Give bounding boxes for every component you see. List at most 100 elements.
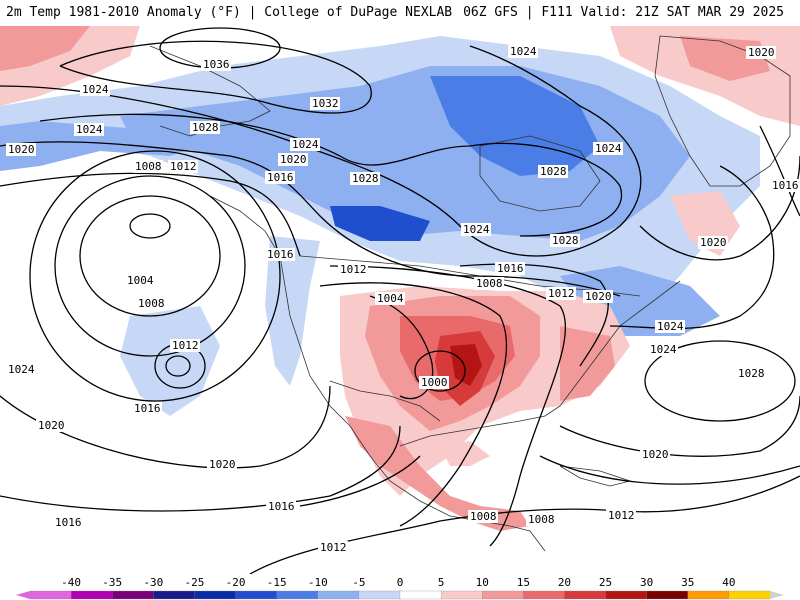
isobar-low-1004 bbox=[79, 195, 221, 317]
legend-tick-label: -10 bbox=[308, 576, 328, 589]
isobar-low-1000 bbox=[129, 213, 171, 239]
isobar-1020-atlantic bbox=[539, 455, 800, 485]
isobar-label: 1004 bbox=[127, 274, 154, 287]
isobar-label: 1016 bbox=[134, 402, 161, 415]
hudson-bay-outline bbox=[479, 135, 601, 212]
isobar-label: 1028 bbox=[192, 121, 219, 134]
isobar-label: 1028 bbox=[552, 234, 579, 247]
cold-anomaly-pacific bbox=[0, 121, 200, 171]
isobars bbox=[0, 27, 800, 574]
isobar-1028-atlantic-high bbox=[644, 340, 796, 422]
isobar-label: 1032 bbox=[312, 97, 339, 110]
isobar-label: 1020 bbox=[642, 448, 669, 461]
legend-tick-label: 5 bbox=[438, 576, 445, 589]
isobar-1024-atlantic-south bbox=[559, 395, 800, 457]
legend-tick-label: 10 bbox=[476, 576, 489, 589]
isobar-1024-north bbox=[0, 45, 642, 257]
isobar-1028 bbox=[39, 113, 623, 237]
anomaly-map: 1036 1032 1028 1028 1028 1028 1024 1024 … bbox=[0, 26, 800, 574]
isobar-label: 1012 bbox=[320, 541, 347, 554]
isobar-1016-east bbox=[759, 125, 800, 217]
legend-color-swatch bbox=[564, 590, 607, 600]
isobar-label: 1024 bbox=[8, 363, 35, 376]
legend-color-swatch bbox=[29, 590, 72, 600]
legend-tick-label: 15 bbox=[517, 576, 530, 589]
legend-tick-label: 0 bbox=[397, 576, 404, 589]
isobar-low-1012 bbox=[29, 150, 281, 402]
color-scale-legend: -40 -35 -30 -25 -20 -15 -10 -5 0 5 10 15 20 25 30 35 40 bbox=[0, 574, 800, 600]
isobar-label: 1008 bbox=[138, 297, 165, 310]
legend-tick-label: 20 bbox=[558, 576, 571, 589]
legend-color-swatch bbox=[235, 590, 278, 600]
isobar-label: 1016 bbox=[497, 262, 524, 275]
coastline-gulf bbox=[399, 405, 561, 447]
legend-color-swatch bbox=[358, 590, 401, 600]
isobar-label: 1024 bbox=[510, 45, 537, 58]
legend-color-swatch bbox=[523, 590, 566, 600]
isobar-label: 1008 bbox=[476, 277, 503, 290]
warm-anomaly-caribbean bbox=[440, 441, 490, 466]
cold-anomaly-west-coast bbox=[265, 236, 320, 386]
legend-color-swatch bbox=[317, 590, 360, 600]
cold-anomaly-hudson bbox=[330, 206, 430, 241]
isobar-label: 1020 bbox=[8, 143, 35, 156]
isobar-label: 1024 bbox=[82, 83, 109, 96]
coastline-east bbox=[559, 280, 681, 407]
isobar-label: 1012 bbox=[340, 263, 367, 276]
legend-tick-label: -30 bbox=[143, 576, 163, 589]
isobar-label: 1016 bbox=[267, 171, 294, 184]
isobar-label: 1020 bbox=[700, 236, 727, 249]
legend-tick-label: -20 bbox=[226, 576, 246, 589]
isobar-label: 1012 bbox=[172, 339, 199, 352]
isobar-1000-plains-low bbox=[414, 350, 466, 392]
legend-arrow-left bbox=[16, 591, 30, 599]
isobar-1032 bbox=[59, 40, 372, 114]
isobar-label: 1024 bbox=[463, 223, 490, 236]
legend-tick-label: 25 bbox=[599, 576, 612, 589]
legend-tick-label: 40 bbox=[722, 576, 735, 589]
legend-color-swatch bbox=[276, 590, 319, 600]
isobar-label: 1000 bbox=[421, 376, 448, 389]
map-title: 2m Temp 1981-2010 Anomaly (°F) | College… bbox=[6, 5, 453, 20]
warm-anomaly-northwest-core bbox=[0, 26, 90, 71]
legend-tick-label: -35 bbox=[102, 576, 122, 589]
legend-color-swatch bbox=[728, 590, 771, 600]
isobar-label: 1012 bbox=[608, 509, 635, 522]
isobar-label: 1024 bbox=[595, 142, 622, 155]
legend-color-swatch bbox=[605, 590, 648, 600]
legend-color-swatch bbox=[112, 590, 154, 600]
isobar-label: 1024 bbox=[76, 123, 103, 136]
isobar-label: 1020 bbox=[280, 153, 307, 166]
isobar-label: 1016 bbox=[267, 248, 294, 261]
isobar-label: 1024 bbox=[657, 320, 684, 333]
isobar-label: 1012 bbox=[170, 160, 197, 173]
legend-tick-label: 35 bbox=[681, 576, 694, 589]
isobar-label: 1012 bbox=[548, 287, 575, 300]
legend-tick-label: 30 bbox=[640, 576, 653, 589]
legend-tick-label: -40 bbox=[61, 576, 81, 589]
isobar-1008-plains bbox=[319, 282, 508, 527]
us-mexico-border bbox=[329, 380, 441, 422]
legend-color-swatch bbox=[70, 590, 113, 600]
isobar-label: 1028 bbox=[540, 165, 567, 178]
isobar-label: 1028 bbox=[738, 367, 765, 380]
legend-color-swatch bbox=[482, 590, 524, 600]
isobar-label: 1016 bbox=[55, 516, 82, 529]
isobar-label: 1008 bbox=[135, 160, 162, 173]
isobar-label: 1024 bbox=[292, 138, 319, 151]
isobar-label: 1036 bbox=[203, 58, 230, 71]
legend-tick-label: -5 bbox=[352, 576, 365, 589]
isobar-1016 bbox=[0, 172, 301, 257]
legend-tick-label: -15 bbox=[267, 576, 287, 589]
warm-anomaly-plains-peak bbox=[450, 344, 482, 386]
legend-color-swatch bbox=[194, 590, 237, 600]
isobar-label: 1004 bbox=[377, 292, 404, 305]
legend-color-swatch bbox=[153, 590, 196, 600]
valid-time-label: 06Z GFS | F111 Valid: 21Z SAT MAR 29 202… bbox=[463, 5, 784, 20]
isobar-label: 1016 bbox=[772, 179, 799, 192]
isobar-labels: 1036 1032 1028 1028 1028 1028 1024 1024 … bbox=[6, 45, 800, 554]
isobar-label: 1008 bbox=[470, 510, 497, 523]
isobar-low-1008 bbox=[54, 175, 246, 357]
isobar-1016-mexico bbox=[299, 455, 421, 507]
legend-color-swatch bbox=[399, 590, 442, 600]
